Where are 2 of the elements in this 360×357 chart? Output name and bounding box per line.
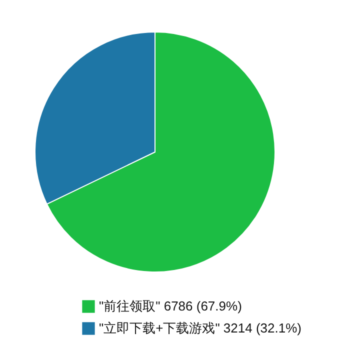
legend-label: "立即下载+下载游戏" 3214 (32.1%) <box>99 320 302 336</box>
legend-label: "前往领取" 6786 (67.9%) <box>99 298 242 314</box>
